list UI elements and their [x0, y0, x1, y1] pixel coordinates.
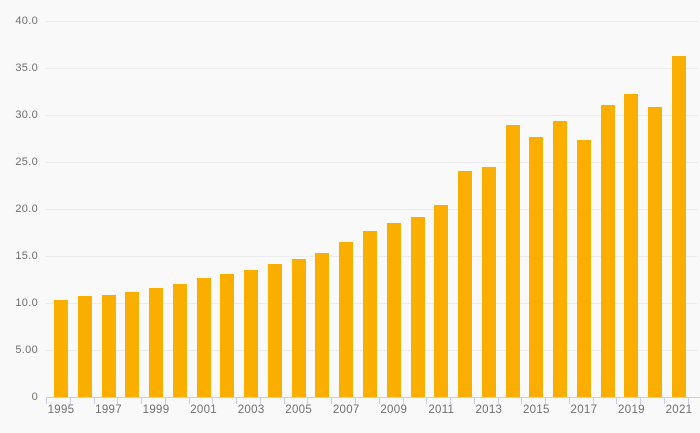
x-tick-label: 1997: [95, 404, 122, 416]
x-tick-label: 1999: [142, 404, 170, 416]
bar-2021[interactable]: [672, 55, 686, 397]
x-tick: [426, 397, 428, 404]
bar-1997[interactable]: [101, 294, 116, 397]
x-tick: [259, 397, 261, 404]
x-tick: [355, 397, 356, 404]
bar-2004[interactable]: [267, 264, 282, 397]
x-tick: [283, 397, 285, 404]
gridline: [46, 21, 698, 22]
gridline: [46, 68, 698, 69]
y-tick-label: 0: [31, 390, 38, 403]
y-tick-label: 35.0: [15, 61, 38, 74]
bar-2000[interactable]: [172, 284, 187, 397]
bar-2018[interactable]: [600, 104, 615, 397]
bar-2001[interactable]: [196, 277, 211, 397]
bar-2007[interactable]: [339, 241, 354, 397]
bar-2017[interactable]: [576, 140, 591, 397]
x-tick-label: 2005: [285, 404, 313, 416]
x-tick: [164, 397, 166, 404]
bar-2002[interactable]: [220, 273, 235, 397]
x-tick-label: 2019: [618, 404, 645, 416]
x-tick-label: 1995: [47, 404, 75, 416]
x-tick: [378, 397, 380, 404]
x-tick: [568, 397, 570, 404]
gridline: [46, 209, 698, 210]
bar-2014[interactable]: [505, 125, 520, 397]
x-tick: [521, 397, 523, 404]
x-tick: [212, 397, 214, 404]
x-tick-label: 2017: [570, 404, 598, 416]
bar-2003[interactable]: [244, 270, 259, 397]
x-tick: [402, 397, 404, 404]
x-tick: [640, 397, 642, 404]
y-tick-label: 20.0: [15, 202, 38, 215]
y-tick-label: 25.0: [15, 155, 38, 168]
x-tick: [450, 397, 452, 404]
x-tick: [141, 397, 143, 404]
bar-1995[interactable]: [54, 300, 68, 397]
y-tick-label: 40.0: [15, 14, 38, 27]
x-tick: [69, 397, 71, 404]
x-tick: [188, 397, 190, 404]
x-tick: [616, 397, 618, 404]
bar-2008[interactable]: [363, 230, 377, 397]
x-tick: [307, 397, 309, 404]
x-tick: [545, 397, 547, 404]
gridline: [46, 115, 698, 116]
bar-1999[interactable]: [149, 287, 164, 397]
x-tick: [497, 397, 499, 404]
x-tick: [46, 397, 47, 404]
x-tick-label: 2015: [522, 404, 550, 416]
x-axis-line: [46, 397, 700, 398]
x-tick: [117, 397, 119, 404]
x-tick: [473, 397, 475, 404]
x-tick-label: 2011: [428, 404, 455, 416]
bar-2015[interactable]: [529, 136, 544, 397]
x-tick: [687, 397, 689, 404]
bar-2019[interactable]: [624, 94, 639, 397]
bar-2005[interactable]: [291, 258, 306, 397]
x-tick-label: 2009: [380, 404, 408, 416]
bar-2011[interactable]: [434, 205, 449, 397]
x-tick-label: 2003: [237, 404, 265, 416]
bar-2012[interactable]: [458, 171, 473, 397]
bar-2020[interactable]: [648, 107, 663, 397]
bar-1998[interactable]: [125, 291, 140, 397]
x-tick: [592, 397, 594, 404]
bar-2013[interactable]: [481, 166, 496, 397]
bar-2016[interactable]: [553, 120, 568, 397]
bar-2006[interactable]: [315, 253, 330, 397]
bar-2009[interactable]: [386, 223, 401, 397]
x-tick-label: 2013: [475, 404, 503, 416]
gridline: [46, 162, 698, 163]
bar-1996[interactable]: [77, 296, 92, 397]
y-tick-label: 15.0: [15, 249, 38, 262]
x-tick-label: 2001: [190, 404, 217, 416]
y-tick-label: 10.0: [15, 296, 38, 309]
y-tick-label: 5.00: [15, 343, 38, 356]
x-tick: [93, 397, 95, 404]
x-tick-label: 2007: [332, 404, 360, 416]
x-tick: [664, 397, 665, 404]
bar-2010[interactable]: [410, 216, 425, 397]
x-tick: [331, 397, 333, 404]
x-tick: [236, 397, 238, 404]
y-tick-label: 30.0: [15, 108, 38, 121]
x-tick-label: 2021: [665, 404, 693, 416]
